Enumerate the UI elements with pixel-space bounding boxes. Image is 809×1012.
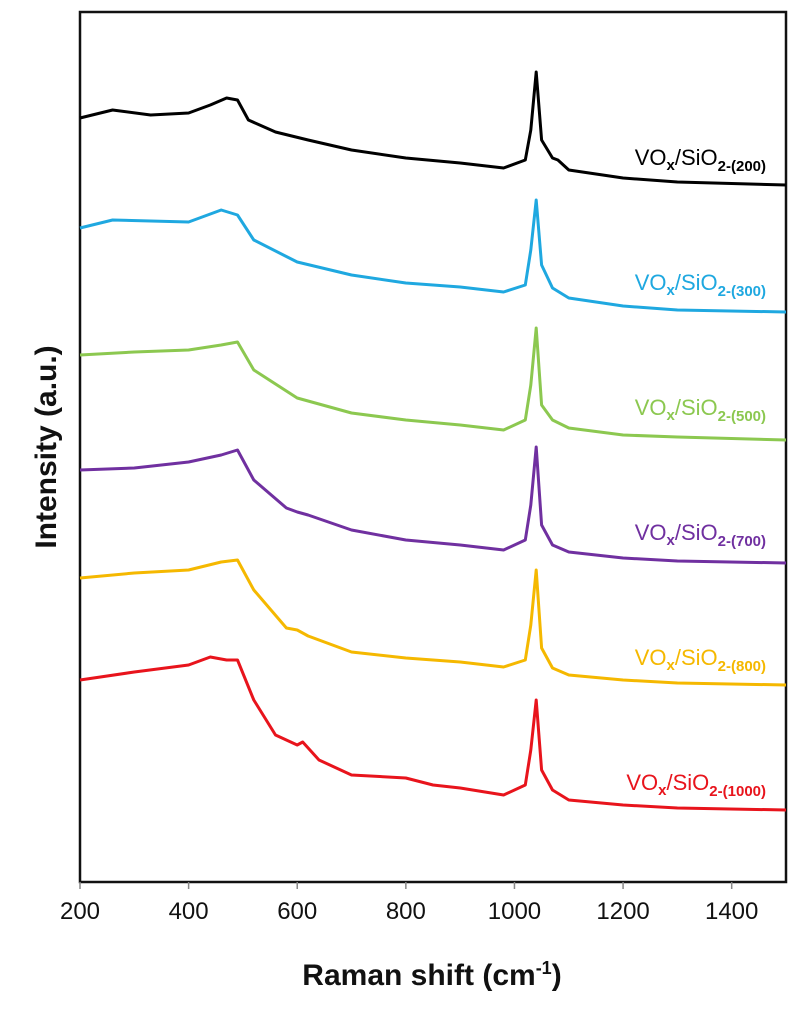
x-tick-label: 1000 (488, 898, 541, 925)
series-line-3 (79, 445, 787, 565)
series-line-1 (79, 198, 787, 314)
series-label-2: VOx/SiO2-(500) (635, 395, 766, 425)
series-line-4 (79, 558, 787, 687)
series-label-3: VOx/SiO2-(700) (635, 520, 766, 550)
x-tick-label: 1400 (705, 898, 758, 925)
x-tick-label: 1200 (596, 898, 649, 925)
plot-frame (78, 10, 788, 884)
y-axis-label: Intensity (a.u.) (30, 345, 63, 548)
series-line-2 (79, 326, 787, 442)
series-label-1: VOx/SiO2-(300) (635, 270, 766, 300)
series-label-5: VOx/SiO2-(1000) (626, 770, 766, 800)
series-line-5 (79, 655, 787, 812)
x-axis-label: Raman shift (cm-1) (302, 958, 561, 992)
x-tick-label: 200 (60, 898, 100, 925)
series-label-0: VOx/SiO2-(200) (635, 145, 766, 175)
x-tick-label: 600 (277, 898, 317, 925)
x-tick-label: 800 (386, 898, 426, 925)
x-tick-label: 400 (169, 898, 209, 925)
series-line-0 (79, 70, 787, 187)
series-label-4: VOx/SiO2-(800) (635, 645, 766, 675)
